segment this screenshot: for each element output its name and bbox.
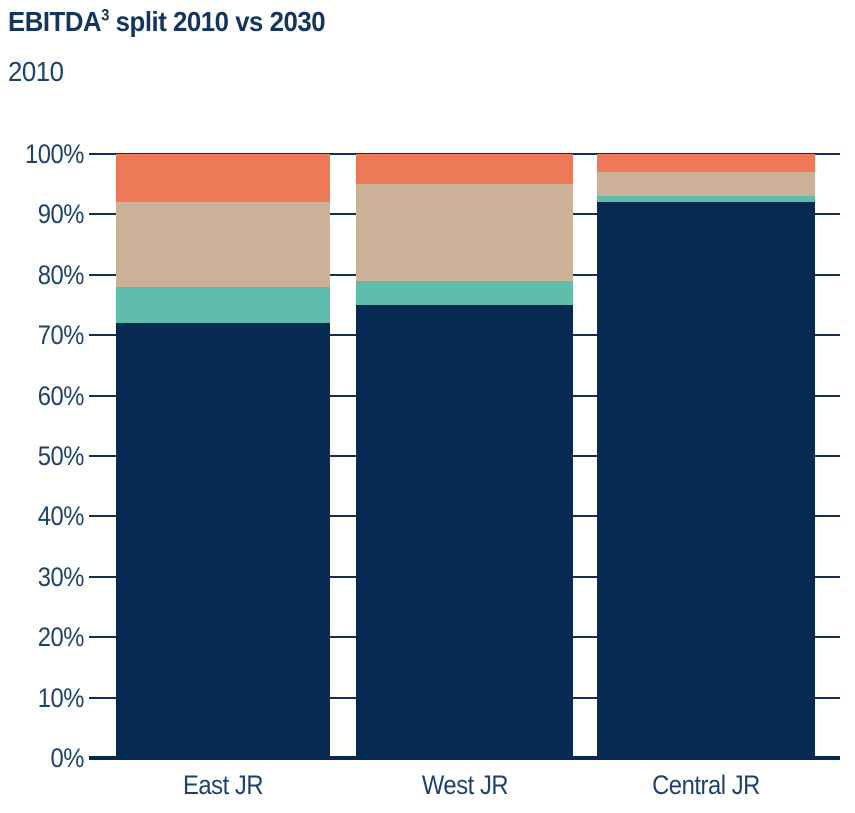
bar-segment-teal-segment-east-jr xyxy=(116,286,330,324)
title-text-suffix: split 2010 vs 2030 xyxy=(108,6,326,37)
x-axis-category-label-west-jr: West JR xyxy=(421,770,508,800)
chart-subtitle: 2010 xyxy=(8,56,64,87)
bar-segment-navy-segment-central-jr xyxy=(597,202,815,758)
x-axis-category-label-central-jr: Central JR xyxy=(652,770,760,800)
x-axis-category-label-east-jr: East JR xyxy=(182,770,264,800)
y-axis-tick-label: 90% xyxy=(37,199,85,230)
page-title: EBITDA3 split 2010 vs 2030 xyxy=(8,6,326,38)
bar-segment-tan-segment-west-jr xyxy=(356,184,573,281)
y-axis-tick-label: 80% xyxy=(37,259,85,290)
y-axis-tick-label: 60% xyxy=(37,380,85,411)
bar-west-jr xyxy=(356,154,573,758)
bar-segment-tan-segment-central-jr xyxy=(597,172,815,197)
y-axis-tick-label: 0% xyxy=(50,743,85,773)
bar-east-jr xyxy=(116,154,330,758)
y-axis-tick-label: 20% xyxy=(37,622,85,653)
y-axis-tick-label: 70% xyxy=(37,320,85,351)
title-superscript: 3 xyxy=(101,6,109,25)
bar-segment-teal-segment-central-jr xyxy=(597,196,815,203)
y-axis-tick-label: 40% xyxy=(37,501,85,532)
bar-segment-teal-segment-west-jr xyxy=(356,280,573,305)
y-axis-tick-label: 30% xyxy=(37,561,85,592)
y-axis-tick-label: 10% xyxy=(37,682,85,713)
bar-segment-orange-segment-west-jr xyxy=(356,154,573,185)
bar-segment-tan-segment-east-jr xyxy=(116,202,330,287)
bar-segment-orange-segment-east-jr xyxy=(116,154,330,203)
bar-segment-orange-segment-central-jr xyxy=(597,154,815,173)
y-axis-tick-label: 100% xyxy=(24,139,84,169)
x-axis-baseline xyxy=(89,756,840,760)
y-axis-tick-label: 50% xyxy=(37,441,85,471)
bar-central-jr xyxy=(597,154,815,758)
title-text: EBITDA xyxy=(8,6,102,37)
bar-segment-navy-segment-east-jr xyxy=(116,323,330,758)
bar-segment-navy-segment-west-jr xyxy=(356,304,573,758)
